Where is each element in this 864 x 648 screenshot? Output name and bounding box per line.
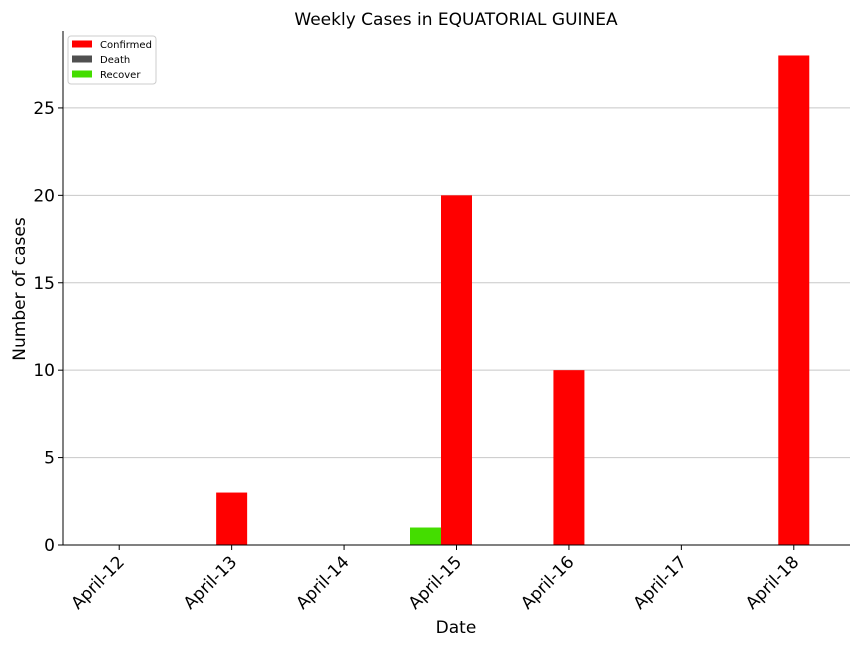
bar-confirmed [216, 492, 248, 545]
x-tick-label: April-17 [630, 552, 691, 613]
y-axis-label: Number of cases [10, 217, 30, 361]
y-tick-label: 0 [44, 536, 55, 556]
y-tick-label: 25 [33, 99, 55, 119]
y-tick-label: 10 [33, 361, 55, 381]
legend-label: Confirmed [100, 40, 152, 51]
x-ticks: April-12 April-13 April-14 April-15 April-16… [67, 545, 803, 614]
legend-swatch [72, 55, 92, 63]
x-tick-label: April-15 [405, 552, 466, 613]
legend-label: Recover [100, 70, 141, 81]
x-axis-label: Date [436, 618, 477, 638]
x-tick-label: April-12 [67, 552, 128, 613]
y-tick-label: 15 [33, 274, 55, 294]
legend: Confirmed Death Recover [67, 35, 157, 85]
bar-confirmed [441, 195, 472, 545]
chart-title: Weekly Cases in EQUATORIAL GUINEA [294, 10, 618, 30]
y-ticks: 0 5 10 15 20 25 [33, 99, 63, 556]
x-tick-label: April-14 [292, 552, 353, 613]
bar-recover [410, 527, 441, 545]
y-tick-label: 20 [33, 186, 55, 206]
legend-swatch [72, 40, 92, 48]
x-tick-label: April-13 [180, 552, 241, 613]
legend-swatch [72, 70, 92, 78]
legend-label: Death [100, 55, 130, 66]
x-tick-label: April-16 [517, 552, 578, 613]
bar-confirmed [553, 370, 585, 545]
x-tick-label: April-18 [742, 552, 803, 613]
bar-confirmed [778, 55, 810, 545]
bars [216, 55, 810, 545]
y-tick-label: 5 [44, 449, 55, 469]
